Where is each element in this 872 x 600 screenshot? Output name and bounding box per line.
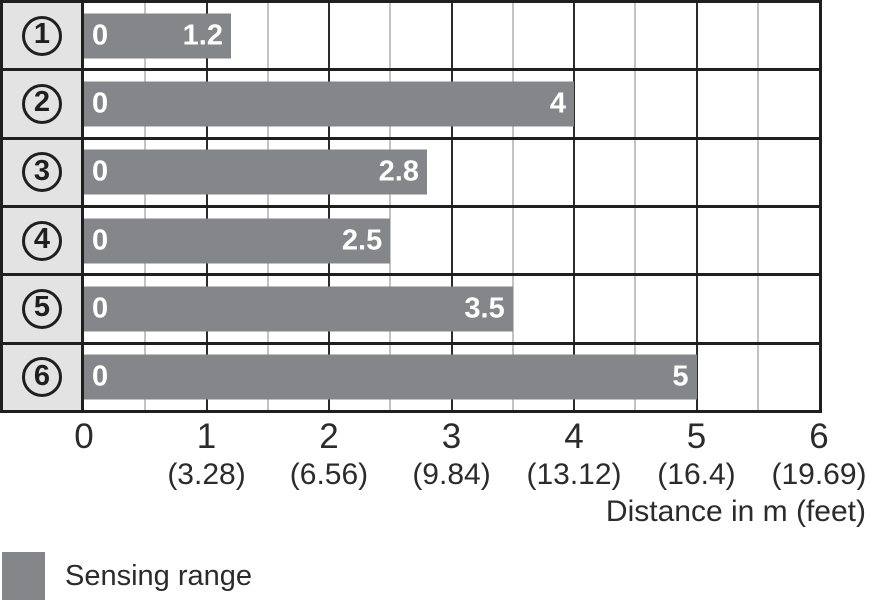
tick-feet-label: (3.28)	[167, 458, 246, 491]
sensing-range-bar: 0 5	[84, 354, 697, 400]
tick-feet-label: (16.4)	[657, 458, 736, 491]
chart-row-1: 1 0 1.2	[3, 3, 819, 72]
chart-row-2: 2 0 4	[3, 71, 819, 140]
row-header-cell: 4	[3, 207, 84, 274]
x-tick-1: 1 (3.28)	[167, 417, 245, 492]
bar-start-label: 0	[92, 87, 109, 120]
row-header-cell: 2	[3, 71, 84, 137]
chart-row-4: 4 0 2.5	[3, 207, 819, 277]
tick-meter-label: 0	[74, 417, 94, 456]
bar-value-label: 2.5	[341, 224, 383, 257]
tick-meter-label: 6	[809, 417, 829, 456]
row-circled-number: 1	[22, 15, 62, 56]
sensing-range-bar: 0 1.2	[84, 13, 231, 59]
row-circled-number: 6	[22, 357, 62, 398]
bar-value-label: 4	[549, 87, 566, 120]
row-plot-area: 0 4	[84, 71, 819, 136]
bar-start-label: 0	[92, 19, 109, 52]
legend-label: Sensing range	[65, 559, 253, 592]
sensing-range-bar: 0 4	[84, 81, 574, 127]
tick-meter-label: 2	[319, 417, 339, 456]
chart-row-3: 3 0 2.8	[3, 139, 819, 208]
sensing-range-bar: 0 2.8	[84, 149, 427, 195]
chart-row-6: 6 0 5	[3, 344, 819, 410]
tick-meter-label: 3	[441, 417, 462, 456]
legend-color-swatch	[2, 552, 45, 600]
tick-meter-label: 4	[564, 417, 584, 456]
x-tick-3: 3 (9.84)	[412, 417, 490, 492]
row-plot-area: 0 1.2	[84, 3, 819, 68]
row-header-cell: 3	[3, 139, 84, 205]
tick-meter-label: 1	[196, 417, 217, 456]
row-plot-area: 0 2.8	[84, 140, 819, 205]
x-tick-4: 4 (13.12)	[526, 417, 621, 492]
bar-value-label: 1.2	[182, 19, 223, 52]
row-plot-area: 0 2.5	[84, 208, 819, 273]
x-tick-2: 2 (6.56)	[290, 417, 368, 492]
tick-feet-label: (19.69)	[771, 458, 867, 491]
tick-feet-label: (9.84)	[412, 458, 491, 491]
row-header-cell: 5	[3, 276, 84, 342]
tick-feet-label: (6.56)	[289, 458, 369, 491]
row-plot-area: 0 3.5	[84, 276, 819, 341]
x-tick-0: 0	[74, 417, 93, 457]
row-circled-number: 2	[22, 83, 62, 124]
x-axis-title: Distance in m (feet)	[605, 495, 866, 528]
row-circled-number: 5	[22, 288, 62, 329]
row-circled-number: 3	[22, 152, 62, 193]
x-tick-6: 6 (19.69)	[771, 417, 866, 492]
chart-row-5: 5 0 3.5	[3, 276, 819, 345]
legend: Sensing range	[2, 552, 252, 600]
chart-plot-area: 1 0 1.2 2 0 4	[0, 0, 822, 413]
sensing-range-bar: 0 2.5	[84, 218, 391, 264]
row-header-cell: 1	[3, 3, 84, 69]
bar-value-label: 5	[672, 360, 689, 393]
x-tick-5: 5 (16.4)	[657, 417, 735, 492]
chart-rows: 1 0 1.2 2 0 4	[3, 3, 819, 410]
tick-feet-label: (13.12)	[526, 458, 622, 491]
bar-value-label: 3.5	[464, 292, 505, 325]
row-header-cell: 6	[3, 344, 84, 410]
bar-start-label: 0	[92, 155, 109, 188]
row-plot-area: 0 5	[84, 345, 819, 410]
bar-value-label: 2.8	[378, 155, 419, 188]
bar-start-label: 0	[92, 292, 109, 325]
sensing-range-bar: 0 3.5	[84, 286, 513, 332]
bar-start-label: 0	[92, 224, 109, 257]
tick-meter-label: 5	[686, 417, 707, 456]
x-axis: 0 1 (3.28) 2 (6.56) 3 (9.84) 4 (13.12) 5…	[74, 417, 866, 497]
row-circled-number: 4	[22, 220, 62, 261]
bar-start-label: 0	[92, 360, 109, 393]
